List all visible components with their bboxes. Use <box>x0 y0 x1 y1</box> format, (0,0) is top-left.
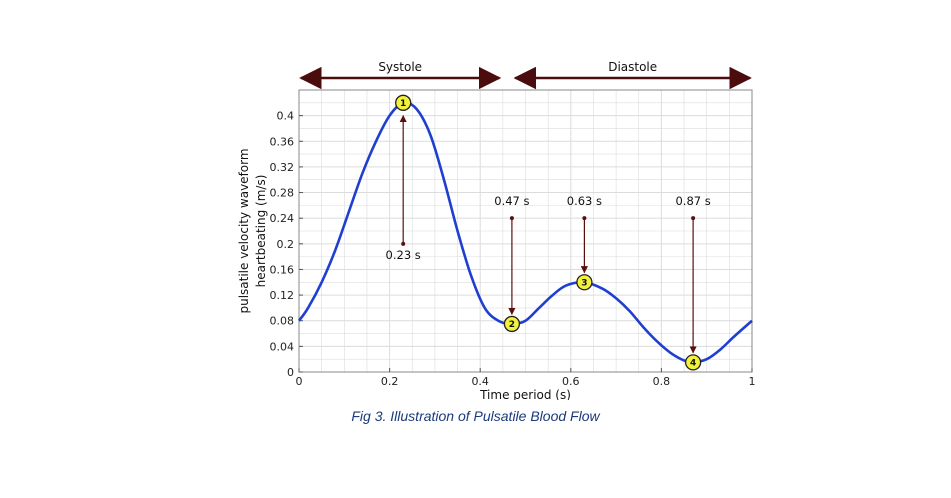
marker-number-4: 4 <box>690 359 696 369</box>
x-tick-label: 0.2 <box>381 375 399 388</box>
marker-circle-3 <box>576 274 593 291</box>
y-axis-label-line-2: heartbeating (m/s) <box>254 175 268 288</box>
phase-arrows: Systole Diastole <box>299 60 752 90</box>
y-tick-label: 0.4 <box>277 110 295 123</box>
phase-label-systole: Systole <box>378 60 422 74</box>
marker-circle-4 <box>684 354 702 371</box>
x-tick-label: 0.4 <box>471 375 489 388</box>
pulsatile-flow-chart: Systole Diastole 0 0.2 0.4 0.6 0.8 1 0 0.04 0.08… <box>237 60 756 400</box>
marker-number-3: 3 <box>581 278 587 288</box>
y-tick-label: 0.24 <box>270 212 295 225</box>
plot-area <box>298 89 753 373</box>
time-annotations: 0.23 s 1 0.47 s 2 0.63 s 3 0.87 s 4 <box>386 94 711 371</box>
x-tick-label: 1 <box>749 375 756 388</box>
y-tick-label: 0.36 <box>270 135 295 148</box>
marker-circle-2 <box>503 315 521 333</box>
y-axis-ticks: 0 0.04 0.08 0.12 0.16 0.2 0.24 0.28 0.32 0.36 0.4 <box>270 110 303 379</box>
annotation-time-label-3: 0.63 s <box>567 194 602 208</box>
y-tick-label: 0.32 <box>270 161 295 174</box>
y-tick-label: 0.12 <box>270 289 295 302</box>
x-tick-label: 0.8 <box>653 375 671 388</box>
phase-label-diastole: Diastole <box>608 60 657 74</box>
y-axis-label-line-1: pulsatile velocity waveform <box>237 148 251 313</box>
annotation-time-label-2: 0.47 s <box>494 194 529 208</box>
annotation-time-label-1: 0.23 s <box>386 248 421 262</box>
y-tick-label: 0 <box>287 366 294 379</box>
marker-number-2: 2 <box>509 320 515 330</box>
marker-number-1: 1 <box>400 99 406 109</box>
x-axis-ticks: 0 0.2 0.4 0.6 0.8 1 <box>296 368 756 388</box>
x-tick-label: 0.6 <box>562 375 580 388</box>
y-tick-label: 0.2 <box>277 238 295 251</box>
y-tick-label: 0.08 <box>270 315 295 328</box>
grid-lines <box>298 89 753 373</box>
y-tick-label: 0.04 <box>270 340 295 353</box>
annotation-time-label-4: 0.87 s <box>675 194 710 208</box>
x-tick-label: 0 <box>296 375 303 388</box>
x-axis-label: Time period (s) <box>479 388 571 400</box>
figure-caption: Fig 3. Illustration of Pulsatile Blood F… <box>351 408 600 424</box>
y-tick-label: 0.28 <box>270 187 295 200</box>
y-tick-label: 0.16 <box>270 263 295 276</box>
marker-circle-1 <box>395 94 412 111</box>
